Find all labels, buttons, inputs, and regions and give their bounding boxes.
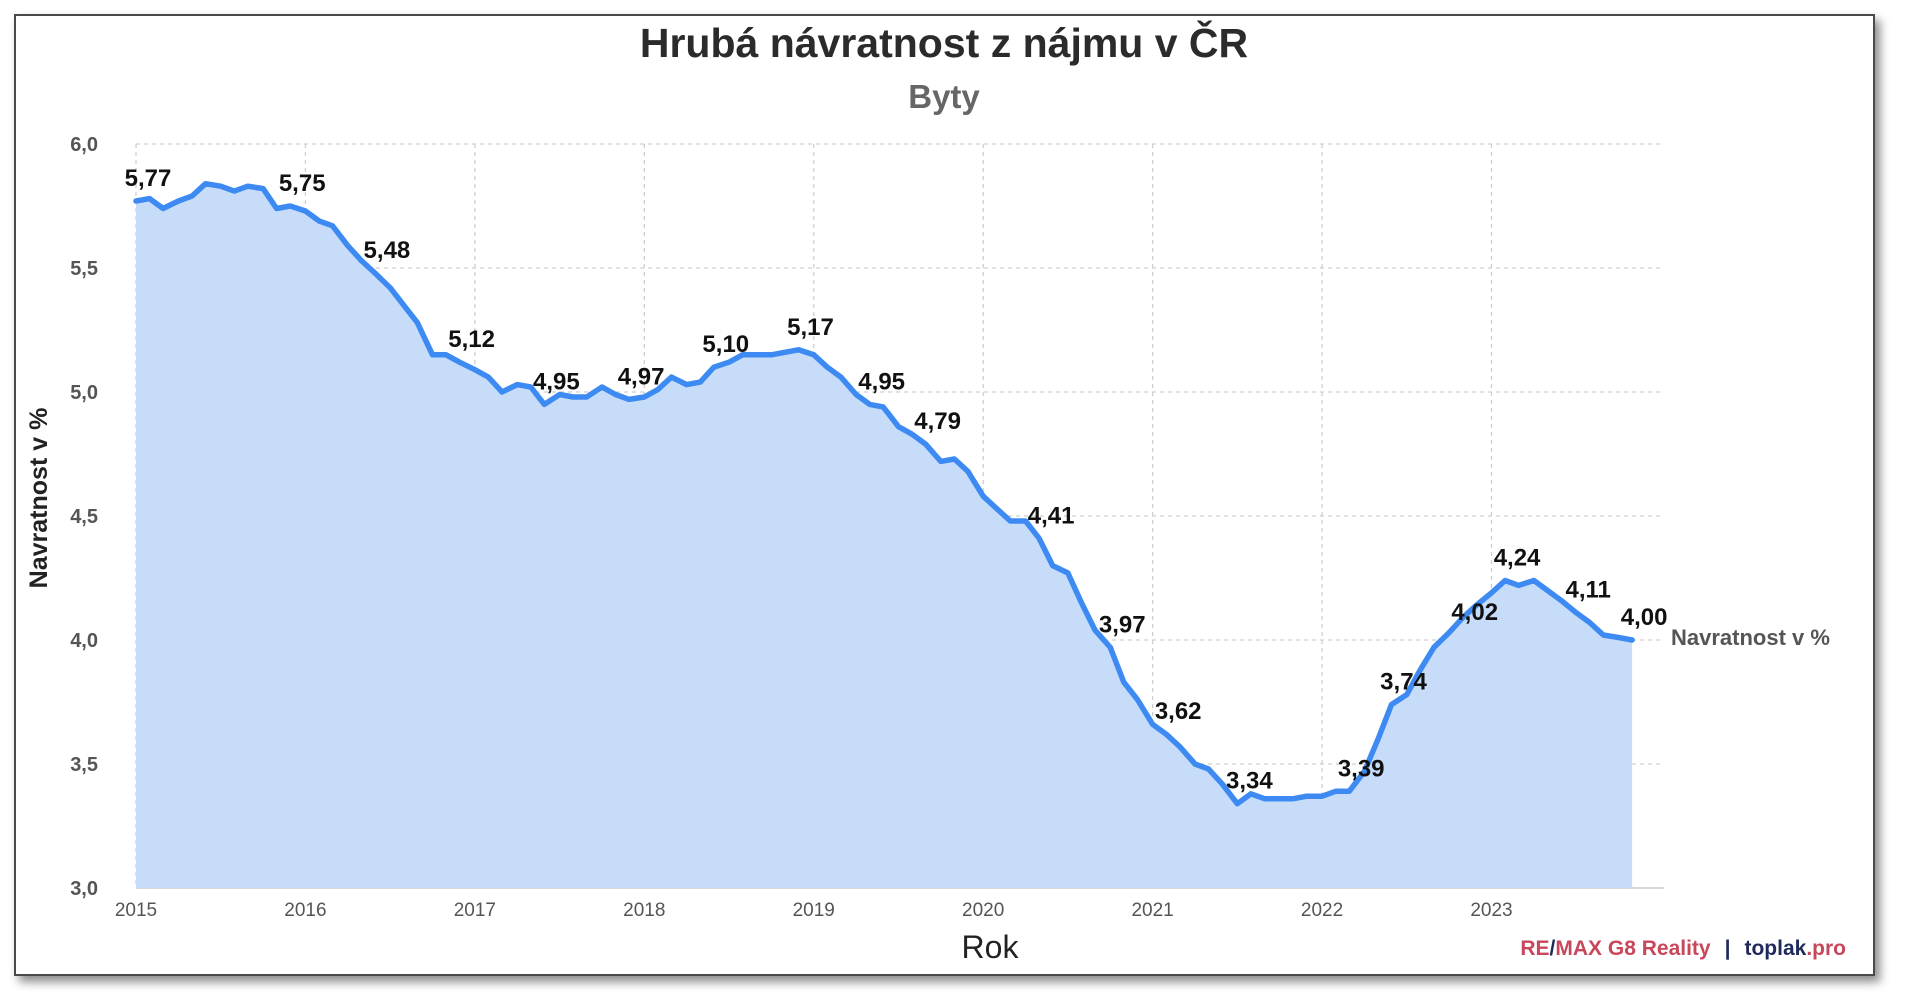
chart-subtitle: Byty: [908, 78, 980, 115]
x-tick-label: 2015: [115, 900, 157, 921]
credit-remax-slash: /: [1550, 937, 1556, 960]
y-tick-label: 4,5: [70, 506, 98, 528]
credit-remax-re: RE: [1520, 937, 1549, 960]
chart-title: Hrubá návratnost z nájmu v ČR: [640, 20, 1248, 66]
data-label: 3,62: [1155, 698, 1202, 725]
y-tick-label: 3,0: [70, 878, 98, 900]
data-label: 4,00: [1621, 604, 1668, 631]
data-label: 4,79: [914, 408, 961, 435]
credit-toplak: toplak: [1744, 937, 1806, 960]
series-line: [133, 180, 1635, 807]
x-tick-label: 2020: [962, 900, 1004, 921]
y-axis-ticks: 3,0 3,5 4,0 4,5 5,0 5,5 6,0: [70, 134, 98, 900]
data-label: 4,95: [533, 368, 580, 395]
data-label: 3,34: [1226, 768, 1273, 795]
x-tick-label: 2022: [1301, 900, 1343, 921]
x-tick-label: 2018: [623, 900, 665, 921]
data-label: 3,97: [1099, 611, 1146, 638]
data-label: 5,17: [787, 314, 834, 341]
data-label: 4,41: [1028, 502, 1075, 529]
y-tick-label: 6,0: [70, 134, 98, 156]
data-label: 5,77: [125, 165, 172, 192]
y-axis-label: Navratnost v %: [25, 408, 53, 589]
y-tick-label: 3,5: [70, 754, 98, 776]
y-tick-label: 5,0: [70, 382, 98, 404]
credit-remax-name: MAX G8 Reality: [1555, 937, 1711, 960]
x-tick-label: 2019: [793, 900, 835, 921]
x-axis-label: Rok: [962, 929, 1020, 965]
data-label: 4,02: [1451, 599, 1498, 626]
area-series: [133, 180, 1635, 888]
data-label: 5,48: [364, 237, 411, 264]
data-label: 5,10: [702, 331, 749, 358]
area-fill: [136, 183, 1633, 888]
credit-toplak-suffix: .pro: [1806, 937, 1846, 960]
data-label: 5,12: [448, 326, 495, 353]
y-tick-label: 4,0: [70, 630, 98, 652]
series-end-label: Navratnost v %: [1671, 625, 1830, 650]
x-tick-label: 2023: [1470, 900, 1512, 921]
data-label: 4,97: [618, 363, 665, 390]
data-label: 5,75: [279, 170, 326, 197]
data-label: 4,95: [858, 368, 905, 395]
x-tick-label: 2017: [454, 900, 496, 921]
data-label: 4,11: [1566, 577, 1611, 604]
x-tick-label: 2021: [1131, 900, 1173, 921]
data-label: 3,39: [1338, 755, 1385, 782]
x-tick-label: 2016: [284, 900, 326, 921]
credit-separator: |: [1725, 937, 1731, 960]
x-axis-ticks: 2015 2016 2017 2018 2019 2020 2021 2022 2023: [115, 900, 1513, 921]
data-labels: 5,77 5,75 5,48 5,12 4,95 4,97 5,10 5,17 4,95 4,79…: [125, 165, 1668, 795]
credit-line: RE/MAX G8 Reality | toplak.pro: [1520, 937, 1846, 960]
data-label: 3,74: [1380, 668, 1427, 695]
data-label: 4,24: [1494, 544, 1541, 571]
y-tick-label: 5,5: [70, 258, 98, 280]
